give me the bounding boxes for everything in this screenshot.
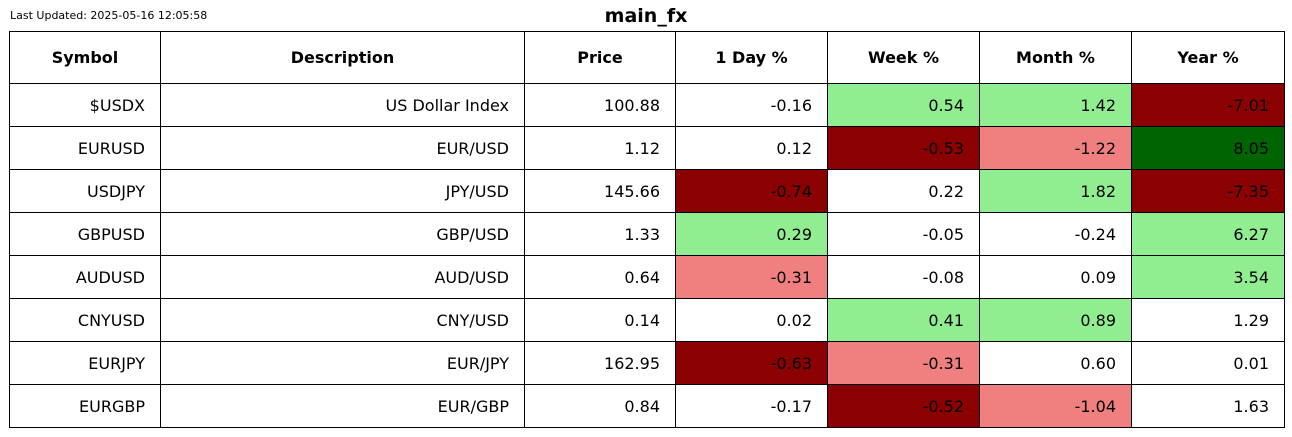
month-pct-cell: -1.04 bbox=[979, 384, 1132, 428]
table-row: CNYUSD CNY/USD 0.14 0.02 0.41 0.89 1.29 bbox=[9, 298, 1285, 342]
year-pct-cell: -7.35 bbox=[1131, 169, 1285, 213]
day-pct-cell: 0.29 bbox=[675, 212, 828, 256]
week-pct-cell: -0.53 bbox=[827, 126, 980, 170]
last-updated-timestamp: Last Updated: 2025-05-16 12:05:58 bbox=[10, 9, 208, 22]
month-pct-cell: -0.24 bbox=[979, 212, 1132, 256]
day-pct-cell: -0.63 bbox=[675, 341, 828, 385]
year-pct-cell: 1.63 bbox=[1131, 384, 1285, 428]
week-pct-cell: -0.08 bbox=[827, 255, 980, 299]
week-pct-cell: 0.22 bbox=[827, 169, 980, 213]
year-pct-cell: 6.27 bbox=[1131, 212, 1285, 256]
symbol-cell: EURGBP bbox=[9, 384, 161, 428]
symbol-cell: $USDX bbox=[9, 83, 161, 127]
header-year-pct: Year % bbox=[1131, 31, 1285, 84]
day-pct-cell: -0.17 bbox=[675, 384, 828, 428]
price-cell: 145.66 bbox=[524, 169, 676, 213]
table-body: $USDX US Dollar Index 100.88 -0.16 0.54 1.42-… bbox=[9, 83, 1285, 428]
description-cell: US Dollar Index bbox=[160, 83, 525, 127]
description-cell: AUD/USD bbox=[160, 255, 525, 299]
table-row: $USDX US Dollar Index 100.88 -0.16 0.54 1.42-… bbox=[9, 83, 1285, 127]
description-cell: EUR/JPY bbox=[160, 341, 525, 385]
header-month-pct: Month % bbox=[979, 31, 1132, 84]
day-pct-cell: 0.02 bbox=[675, 298, 828, 342]
header-symbol: Symbol bbox=[9, 31, 161, 84]
year-pct-cell: 3.54 bbox=[1131, 255, 1285, 299]
price-cell: 100.88 bbox=[524, 83, 676, 127]
day-pct-cell: -0.74 bbox=[675, 169, 828, 213]
month-pct-cell: 1.42 bbox=[979, 83, 1132, 127]
table-row: USDJPY JPY/USD 145.66 -0.74 0.22 1.82 -7.35 bbox=[9, 169, 1285, 213]
header-price: Price bbox=[524, 31, 676, 84]
description-cell: CNY/USD bbox=[160, 298, 525, 342]
price-cell: 0.14 bbox=[524, 298, 676, 342]
year-pct-cell: 8.05 bbox=[1131, 126, 1285, 170]
week-pct-cell: 0.41 bbox=[827, 298, 980, 342]
month-pct-cell: -1.22 bbox=[979, 126, 1132, 170]
header-row: Symbol Description Price 1 Day % Week % … bbox=[9, 31, 1285, 84]
symbol-cell: USDJPY bbox=[9, 169, 161, 213]
month-pct-cell: 1.82 bbox=[979, 169, 1132, 213]
table-row: AUDUSD AUD/USD 0.64 -0.31 -0.08 0.09 3.54 bbox=[9, 255, 1285, 299]
header-description: Description bbox=[160, 31, 525, 84]
symbol-cell: AUDUSD bbox=[9, 255, 161, 299]
table-title: main_fx bbox=[604, 5, 688, 27]
header-week-pct: Week % bbox=[827, 31, 980, 84]
year-pct-cell: -7.01 bbox=[1131, 83, 1285, 127]
price-cell: 0.64 bbox=[524, 255, 676, 299]
price-cell: 1.12 bbox=[524, 126, 676, 170]
table-row: GBPUSD GBP/USD 1.33 0.29 -0.05 -0.24 6.27 bbox=[9, 212, 1285, 256]
description-cell: EUR/USD bbox=[160, 126, 525, 170]
description-cell: GBP/USD bbox=[160, 212, 525, 256]
symbol-cell: EURJPY bbox=[9, 341, 161, 385]
month-pct-cell: 0.60 bbox=[979, 341, 1132, 385]
week-pct-cell: -0.52 bbox=[827, 384, 980, 428]
day-pct-cell: -0.16 bbox=[675, 83, 828, 127]
table-row: EURJPY EUR/JPY 162.95 -0.63 -0.31 0.60 0.01 bbox=[9, 341, 1285, 385]
symbol-cell: GBPUSD bbox=[9, 212, 161, 256]
description-cell: JPY/USD bbox=[160, 169, 525, 213]
week-pct-cell: -0.31 bbox=[827, 341, 980, 385]
month-pct-cell: 0.09 bbox=[979, 255, 1132, 299]
table-row: EURUSD EUR/USD 1.12 0.12 -0.53 -1.22 8.05 bbox=[9, 126, 1285, 170]
year-pct-cell: 1.29 bbox=[1131, 298, 1285, 342]
fx-table: Symbol Description Price 1 Day % Week % … bbox=[9, 31, 1285, 428]
price-cell: 0.84 bbox=[524, 384, 676, 428]
header-day-pct: 1 Day % bbox=[675, 31, 828, 84]
week-pct-cell: 0.54 bbox=[827, 83, 980, 127]
symbol-cell: EURUSD bbox=[9, 126, 161, 170]
year-pct-cell: 0.01 bbox=[1131, 341, 1285, 385]
description-cell: EUR/GBP bbox=[160, 384, 525, 428]
price-cell: 162.95 bbox=[524, 341, 676, 385]
day-pct-cell: 0.12 bbox=[675, 126, 828, 170]
symbol-cell: CNYUSD bbox=[9, 298, 161, 342]
day-pct-cell: -0.31 bbox=[675, 255, 828, 299]
month-pct-cell: 0.89 bbox=[979, 298, 1132, 342]
price-cell: 1.33 bbox=[524, 212, 676, 256]
table-row: EURGBP EUR/GBP 0.84 -0.17 -0.52 -1.04 1.63 bbox=[9, 384, 1285, 428]
week-pct-cell: -0.05 bbox=[827, 212, 980, 256]
